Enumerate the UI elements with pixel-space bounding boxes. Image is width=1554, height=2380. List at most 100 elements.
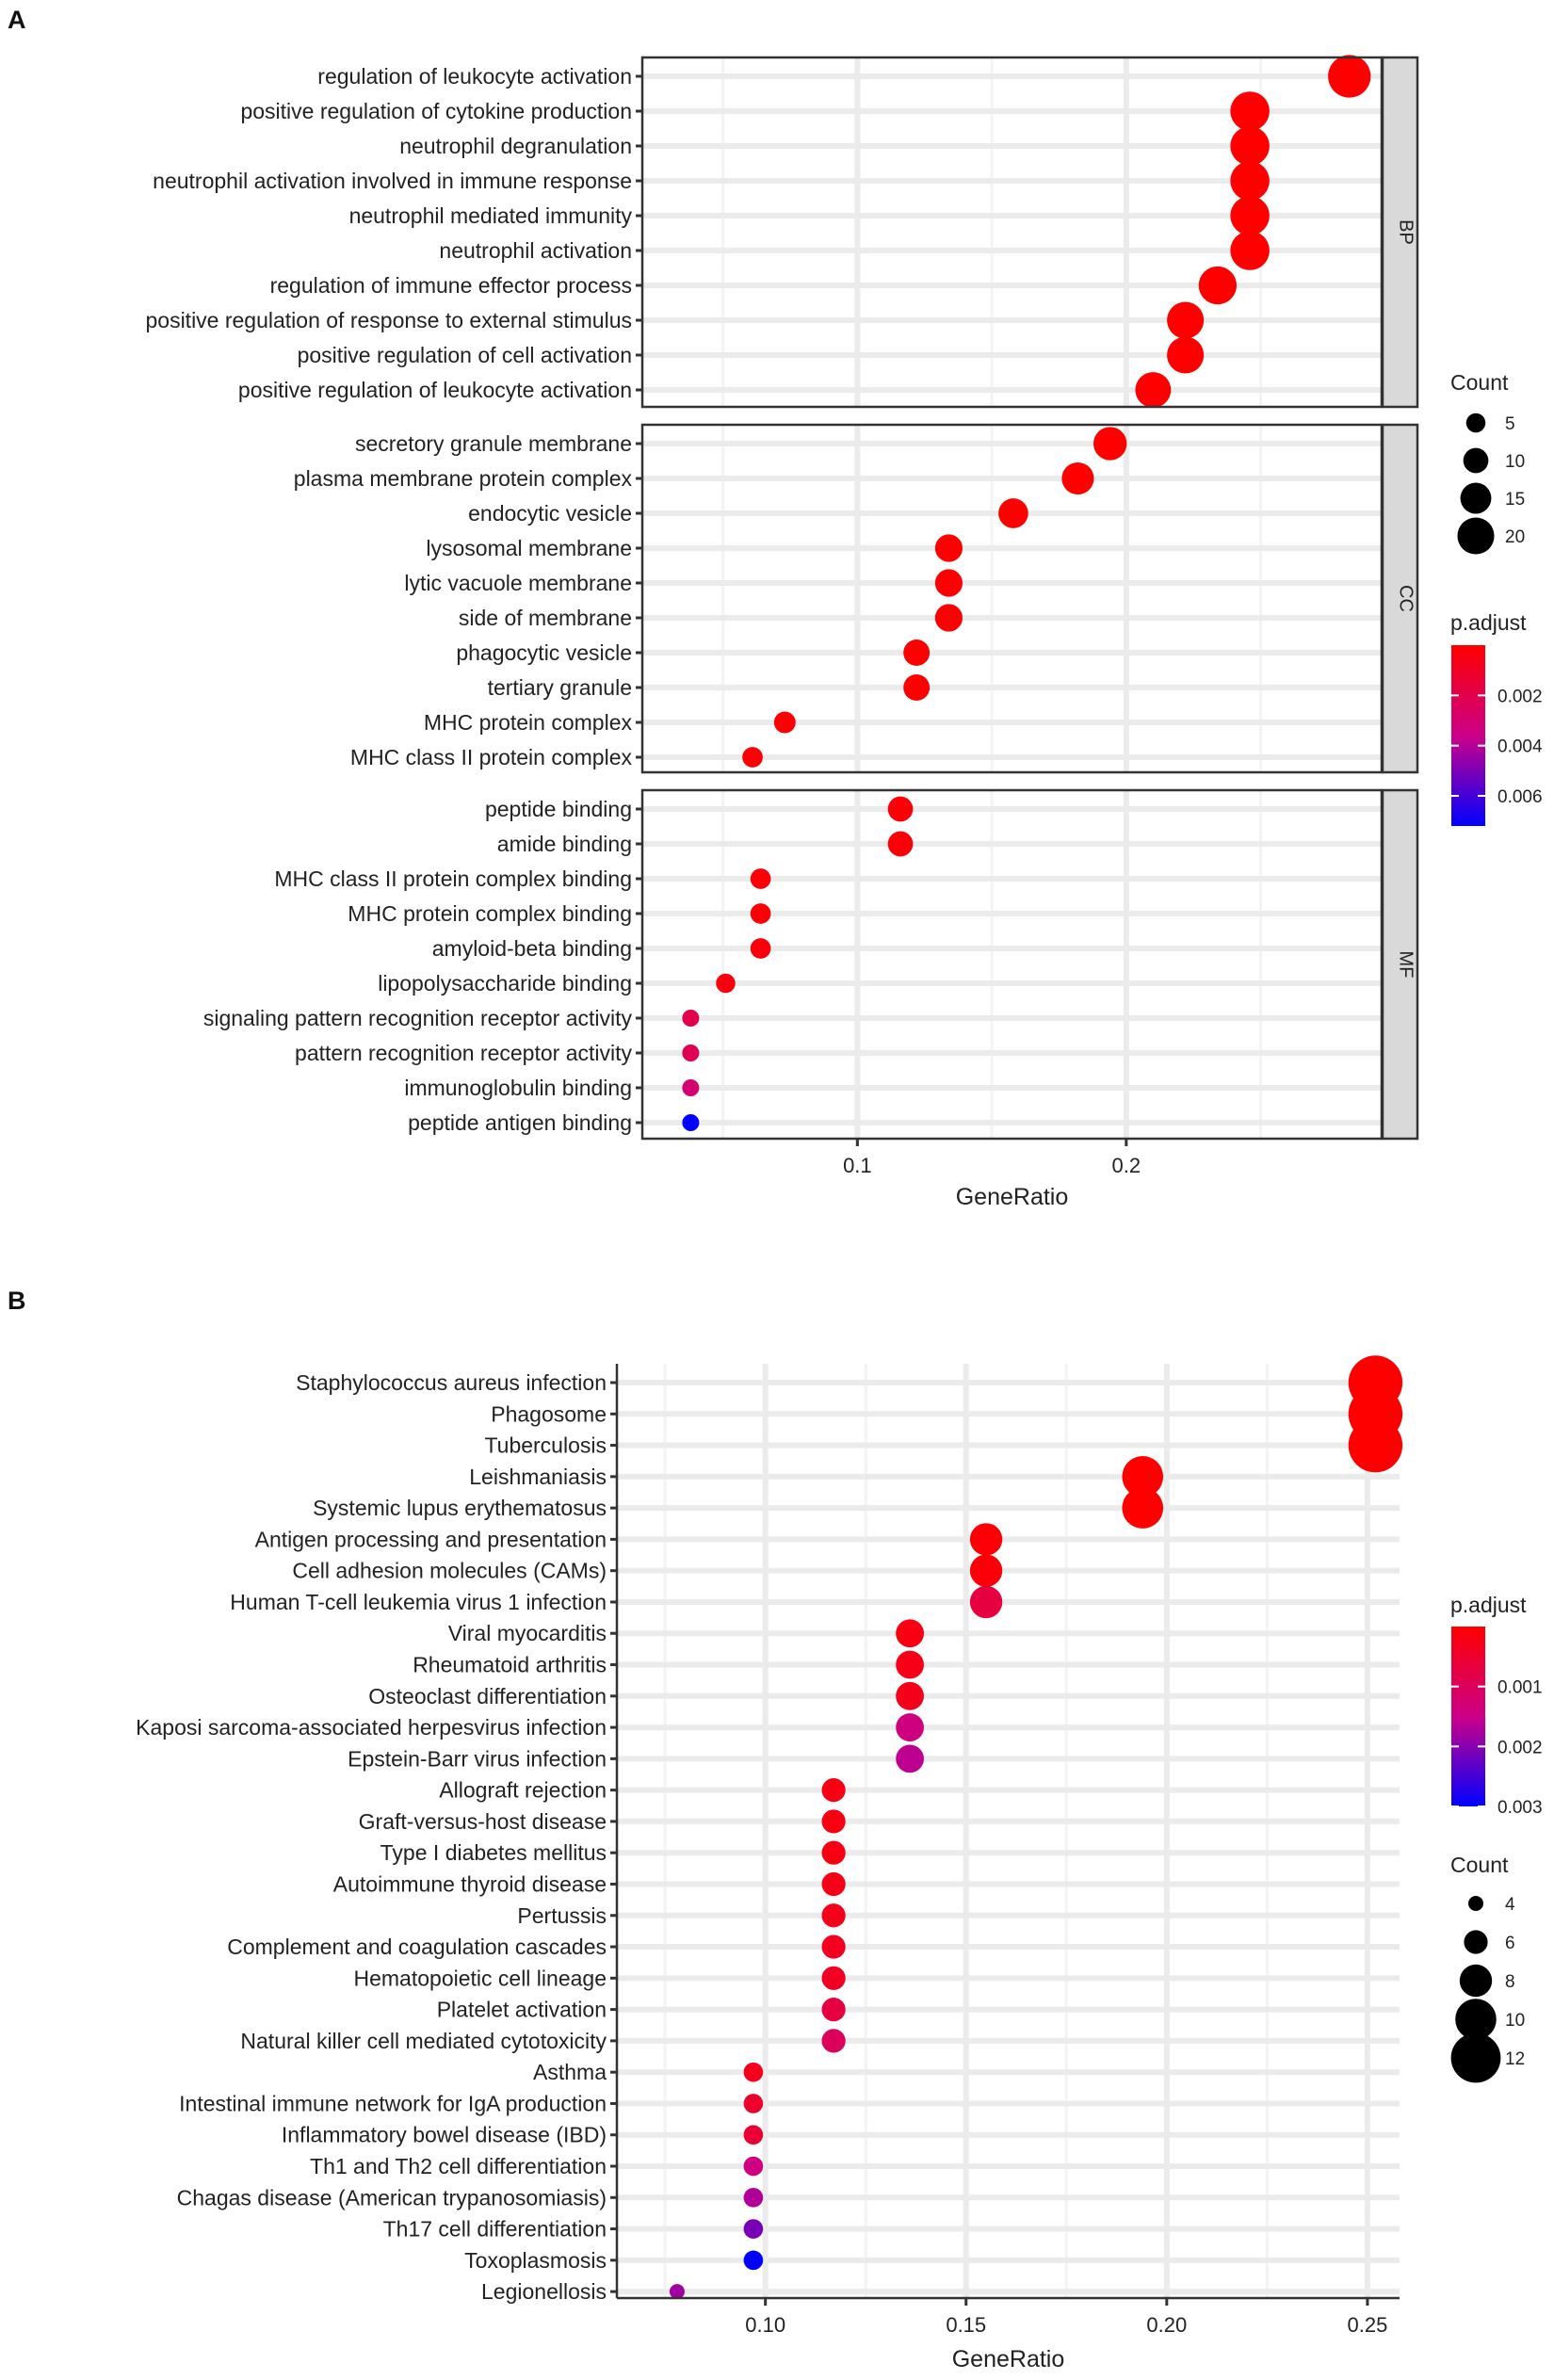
- legend-padj-label: 0.004: [1497, 737, 1543, 757]
- data-point: [1167, 301, 1205, 339]
- data-point: [743, 2125, 764, 2145]
- data-point: [934, 604, 963, 632]
- y-tick-label: Cell adhesion molecules (CAMs): [292, 1559, 607, 1583]
- data-point: [1093, 427, 1127, 461]
- data-point: [682, 1044, 700, 1061]
- data-point: [1230, 91, 1270, 131]
- data-point: [1230, 161, 1270, 201]
- y-tick-label: Th1 and Th2 cell differentiation: [310, 2154, 607, 2178]
- legend-count-dot: [1460, 482, 1492, 514]
- y-tick-label: positive regulation of leukocyte activat…: [238, 378, 632, 402]
- legend-count-label: 15: [1505, 490, 1525, 510]
- facet-strip-label: CC: [1396, 585, 1416, 612]
- legend-count-label: 4: [1505, 1895, 1515, 1915]
- data-point: [821, 1935, 846, 1959]
- data-point: [821, 1903, 846, 1928]
- y-tick-label: regulation of leukocyte activation: [317, 64, 632, 89]
- facet-strip-label: MF: [1396, 951, 1416, 979]
- x-axis-title: GeneRatio: [956, 1184, 1069, 1210]
- y-tick-label: Rheumatoid arthritis: [413, 1653, 607, 1677]
- y-tick-label: Inflammatory bowel disease (IBD): [282, 2123, 607, 2147]
- y-tick-label: Epstein-Barr virus infection: [348, 1746, 607, 1771]
- legend-count-label: 10: [1505, 2011, 1525, 2031]
- data-point: [1061, 461, 1094, 495]
- x-tick-label: 0.20: [1146, 2313, 1187, 2337]
- data-point: [743, 2062, 764, 2082]
- y-tick-label: Staphylococcus aureus infection: [296, 1370, 607, 1395]
- legend-count-dot: [1450, 2032, 1501, 2083]
- data-point: [821, 1809, 846, 1834]
- data-point: [934, 534, 963, 562]
- y-tick-label: Legionellosis: [481, 2279, 607, 2304]
- data-point: [743, 2250, 764, 2271]
- y-tick-label: Pertussis: [517, 1903, 607, 1928]
- legend-count-label: 12: [1505, 2049, 1525, 2069]
- y-tick-label: Natural killer cell mediated cytotoxicit…: [240, 2029, 607, 2053]
- data-point: [1198, 266, 1238, 305]
- data-point: [1135, 372, 1172, 408]
- plot-panel: [617, 1364, 1400, 2298]
- y-tick-label: endocytic vesicle: [468, 501, 632, 526]
- y-tick-label: Systemic lupus erythematosus: [313, 1496, 607, 1520]
- y-tick-label: plasma membrane protein complex: [294, 466, 633, 491]
- y-tick-label: Type I diabetes mellitus: [380, 1840, 607, 1865]
- legend-count-title: Count: [1450, 1853, 1509, 1877]
- y-tick-label: peptide binding: [485, 797, 632, 821]
- facet-strip-label: BP: [1396, 219, 1416, 245]
- data-point: [896, 1650, 924, 1679]
- data-point: [743, 2156, 764, 2177]
- legend-padj-colorbar: [1451, 645, 1485, 826]
- legend-padj-label: 0.002: [1497, 1738, 1543, 1757]
- legend-padj-title: p.adjust: [1450, 610, 1527, 635]
- data-point: [903, 674, 931, 701]
- facet-strip: [1381, 788, 1419, 1141]
- y-tick-label: immunoglobulin binding: [404, 1076, 632, 1100]
- data-point: [750, 868, 771, 889]
- data-point: [821, 1778, 846, 1803]
- y-tick-label: side of membrane: [459, 606, 632, 630]
- data-point: [969, 1585, 1003, 1619]
- data-point: [887, 796, 914, 822]
- legend-padj-label: 0.003: [1497, 1798, 1543, 1818]
- data-point: [969, 1523, 1003, 1556]
- y-tick-label: amyloid-beta binding: [432, 936, 632, 961]
- legend-count-label: 20: [1505, 527, 1525, 547]
- data-point: [773, 711, 796, 734]
- panel-label-a: A: [8, 6, 26, 34]
- data-point: [821, 2029, 846, 2053]
- data-point: [743, 2094, 764, 2113]
- data-point: [887, 831, 914, 857]
- data-point: [934, 569, 963, 597]
- y-tick-label: lysosomal membrane: [426, 536, 632, 560]
- legend-count-title: Count: [1450, 370, 1509, 395]
- y-tick-label: lytic vacuole membrane: [404, 571, 632, 595]
- y-tick-label: Osteoclast differentiation: [368, 1684, 607, 1708]
- data-point: [1122, 1487, 1164, 1529]
- data-point: [896, 1744, 924, 1773]
- data-point: [821, 1966, 846, 1990]
- y-tick-label: neutrophil degranulation: [399, 134, 632, 158]
- y-tick-label: Asthma: [533, 2060, 607, 2084]
- data-point: [716, 973, 736, 994]
- y-tick-label: Allograft rejection: [439, 1778, 607, 1803]
- y-tick-label: peptide antigen binding: [408, 1110, 632, 1135]
- y-tick-label: Toxoplasmosis: [464, 2248, 607, 2273]
- data-point: [1230, 196, 1270, 235]
- data-point: [1230, 126, 1270, 166]
- data-point: [903, 640, 931, 666]
- x-tick-label: 0.15: [946, 2313, 986, 2337]
- y-tick-label: Graft-versus-host disease: [359, 1809, 607, 1834]
- y-tick-label: amide binding: [497, 832, 632, 856]
- y-tick-label: positive regulation of cell activation: [298, 343, 632, 367]
- legend-padj-title: p.adjust: [1450, 1593, 1527, 1617]
- y-tick-label: MHC class II protein complex binding: [274, 866, 632, 891]
- data-point: [743, 2187, 764, 2208]
- data-point: [896, 1713, 924, 1741]
- panel-label-b: B: [8, 1287, 26, 1315]
- y-tick-label: neutrophil activation: [439, 238, 632, 263]
- legend-count-label: 6: [1505, 1934, 1515, 1953]
- y-tick-label: Viral myocarditis: [448, 1621, 607, 1645]
- facet-strip: [1381, 56, 1419, 409]
- data-point: [969, 1554, 1003, 1587]
- data-point: [896, 1619, 924, 1648]
